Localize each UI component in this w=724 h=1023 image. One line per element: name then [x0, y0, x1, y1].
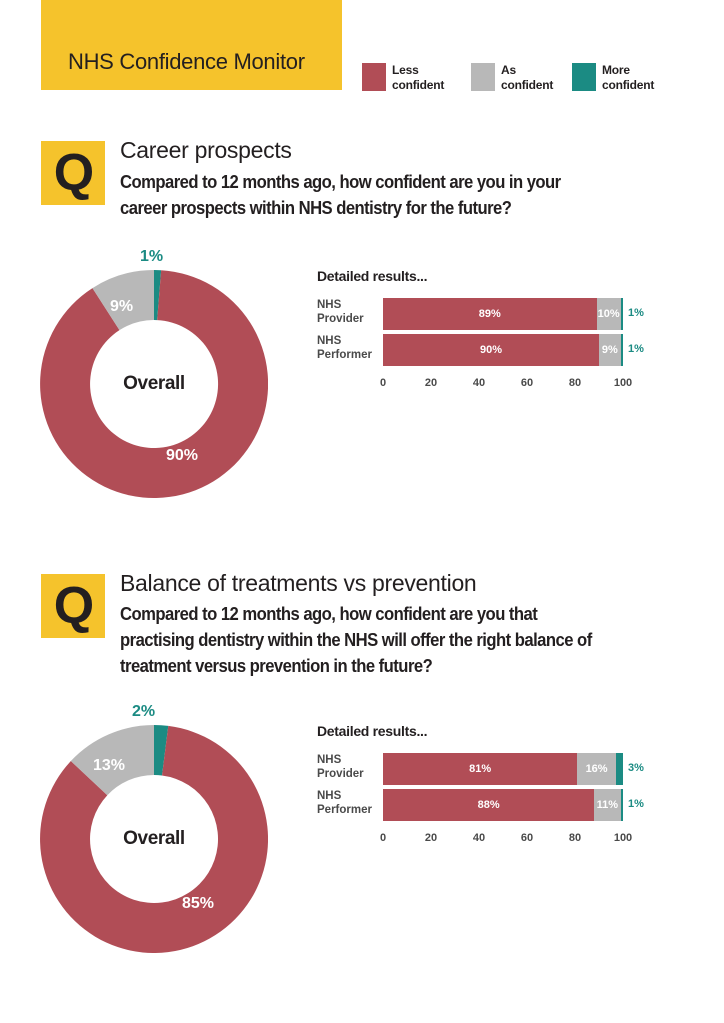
stacked-bar: 90% 9% — [383, 334, 623, 366]
legend-item-as: As confident — [471, 63, 553, 93]
axis-tick: 100 — [613, 832, 633, 844]
row-label-2: Provider — [317, 768, 364, 780]
bar-segment-less: 90% — [383, 334, 599, 366]
legend-label-as-1: As — [501, 63, 516, 77]
donut-center-label: Overall — [123, 828, 185, 849]
donut-label-less: 90% — [166, 447, 199, 464]
legend-swatch-more — [572, 63, 596, 91]
question-topic: Career prospects — [120, 137, 292, 163]
bar-segment-as: 10% — [596, 298, 621, 330]
question-badge-letter: Q — [53, 577, 94, 635]
donut-center-label: Overall — [123, 373, 185, 394]
donut-slice-as — [92, 270, 154, 331]
axis-tick: 40 — [472, 832, 486, 844]
legend-item-less: Less confident — [362, 63, 444, 93]
question-badge: Q — [41, 574, 105, 638]
x-axis: 0 20 40 60 80 100 — [379, 832, 633, 846]
axis-tick: 0 — [379, 377, 387, 389]
stacked-bar: 88% 11% — [383, 789, 623, 821]
stacked-bar: 81% 16% — [383, 753, 623, 785]
header-band — [41, 0, 342, 90]
donut-label-more: 1% — [140, 248, 164, 265]
stacked-bar: 89% 10% — [383, 298, 623, 330]
legend-swatch-less — [362, 63, 386, 91]
bar-row-performer: NHS Performer 88% 11% 1% — [317, 789, 657, 821]
x-axis: 0 20 40 60 80 100 — [379, 377, 633, 391]
bar-segment-less: 81% — [383, 753, 578, 785]
axis-tick: 80 — [568, 377, 582, 389]
bar-segment-as: 9% — [599, 334, 621, 366]
axis-tick: 20 — [424, 377, 438, 389]
legend-label-as-2: confident — [501, 78, 554, 92]
question-text: Compared to 12 months ago, how confident… — [120, 171, 561, 218]
donut-slice-as — [70, 725, 154, 796]
row-label-1: NHS — [317, 335, 342, 347]
donut-label-as: 9% — [110, 298, 134, 315]
bar-segment-less: 88% — [383, 789, 595, 821]
bar-segment-as: 11% — [594, 789, 621, 821]
donut-label-less: 85% — [182, 895, 215, 912]
donut-svg — [40, 725, 268, 953]
bar-label-more: 1% — [628, 343, 644, 355]
row-label-2: Performer — [317, 804, 372, 816]
donut-slice-more — [154, 270, 162, 321]
donut-slice-less — [40, 725, 268, 953]
bar-label-more: 1% — [628, 798, 644, 810]
donut-label-more: 2% — [132, 703, 156, 720]
axis-tick: 60 — [520, 832, 534, 844]
legend-swatch-as — [471, 63, 495, 91]
axis-tick: 40 — [472, 377, 486, 389]
overall-donut-chart: Overall 90% 9% 1% — [40, 248, 268, 498]
bar-segment-more — [620, 298, 623, 330]
bar-row-provider: NHS Provider 81% 16% 3% — [317, 753, 657, 785]
question-topic: Balance of treatments vs prevention — [120, 570, 477, 596]
row-label-1: NHS — [317, 299, 342, 311]
row-label-1: NHS — [317, 754, 342, 766]
bar-label-more: 1% — [628, 307, 644, 319]
bar-segment-more — [620, 789, 623, 821]
overall-donut-chart: Overall 85% 13% 2% — [40, 703, 268, 953]
donut-label-as: 13% — [93, 757, 126, 774]
question-badge: Q — [41, 141, 105, 205]
legend-label-more-2: confident — [602, 78, 655, 92]
bar-segment-as: 16% — [577, 753, 616, 785]
bar-row-provider: NHS Provider 89% 10% 1% — [317, 298, 657, 330]
legend-item-more: More confident — [572, 63, 654, 93]
question-badge-letter: Q — [53, 144, 94, 202]
legend: Less confident As confident More confide… — [362, 63, 682, 99]
donut-slice-less — [40, 270, 268, 498]
axis-tick: 0 — [379, 832, 387, 844]
row-label-2: Provider — [317, 313, 364, 325]
legend-label-more-1: More — [602, 63, 630, 77]
axis-tick: 100 — [613, 377, 633, 389]
bar-segment-more — [620, 334, 623, 366]
axis-tick: 20 — [424, 832, 438, 844]
bar-segment-less: 89% — [383, 298, 597, 330]
row-label-1: NHS — [317, 790, 342, 802]
row-label-2: Performer — [317, 349, 372, 361]
bar-segment-more — [615, 753, 623, 785]
axis-tick: 60 — [520, 377, 534, 389]
detail-title: Detailed results... — [317, 268, 428, 284]
bar-row-performer: NHS Performer 90% 9% 1% — [317, 334, 657, 366]
donut-slice-more — [154, 725, 169, 776]
page-title: NHS Confidence Monitor — [68, 49, 305, 74]
detail-title: Detailed results... — [317, 723, 428, 739]
question-text: Compared to 12 months ago, how confident… — [120, 603, 592, 676]
axis-tick: 80 — [568, 832, 582, 844]
donut-svg — [40, 270, 268, 498]
bar-label-more: 3% — [628, 762, 644, 774]
legend-label-less-1: Less — [392, 63, 419, 77]
legend-label-less-2: confident — [392, 78, 445, 92]
